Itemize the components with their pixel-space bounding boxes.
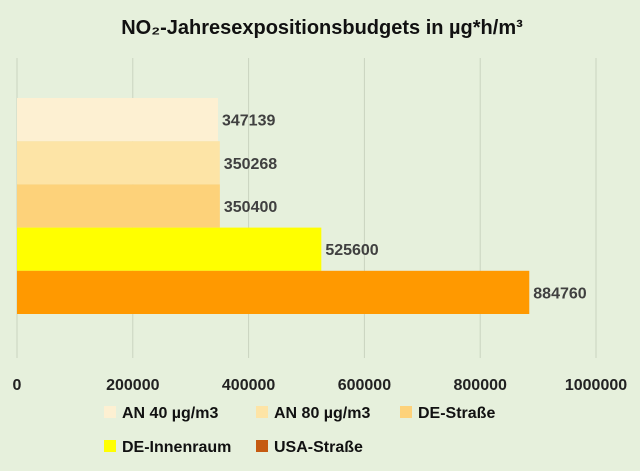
legend-label: USA-Straße <box>274 439 363 456</box>
legend-swatch <box>256 440 268 452</box>
x-tick-label: 800000 <box>454 377 507 394</box>
x-axis-ticks: 0 200000 400000 600000 800000 1000000 <box>13 377 628 394</box>
legend-swatch <box>104 440 116 452</box>
bar <box>17 270 530 314</box>
data-label: 884760 <box>533 285 586 302</box>
bar <box>17 184 220 228</box>
bar <box>17 141 220 185</box>
x-tick-label: 1000000 <box>565 377 627 394</box>
legend-swatch <box>256 406 268 418</box>
bars: 347139 350268 350400 525600 884760 <box>17 98 587 314</box>
data-label: 350268 <box>224 156 277 173</box>
legend-label: AN 80 µg/m3 <box>274 405 370 422</box>
bar <box>17 98 218 142</box>
x-tick-label: 400000 <box>222 377 275 394</box>
chart-title: NO₂-Jahresexpositionsbudgets in µg*h/m³ <box>121 17 523 39</box>
legend: AN 40 µg/m3 AN 80 µg/m3 DE-Straße DE-Innenr… <box>104 405 495 456</box>
legend-swatch <box>400 406 412 418</box>
legend-label: DE-Innenraum <box>122 439 231 456</box>
legend-label: AN 40 µg/m3 <box>122 405 218 422</box>
data-label: 350400 <box>224 199 277 216</box>
x-tick-label: 0 <box>13 377 22 394</box>
x-tick-label: 200000 <box>106 377 159 394</box>
data-label: 347139 <box>222 113 275 130</box>
data-label: 525600 <box>325 242 378 259</box>
x-tick-label: 600000 <box>338 377 391 394</box>
legend-swatch <box>104 406 116 418</box>
legend-label: DE-Straße <box>418 405 495 422</box>
bar <box>17 227 322 271</box>
